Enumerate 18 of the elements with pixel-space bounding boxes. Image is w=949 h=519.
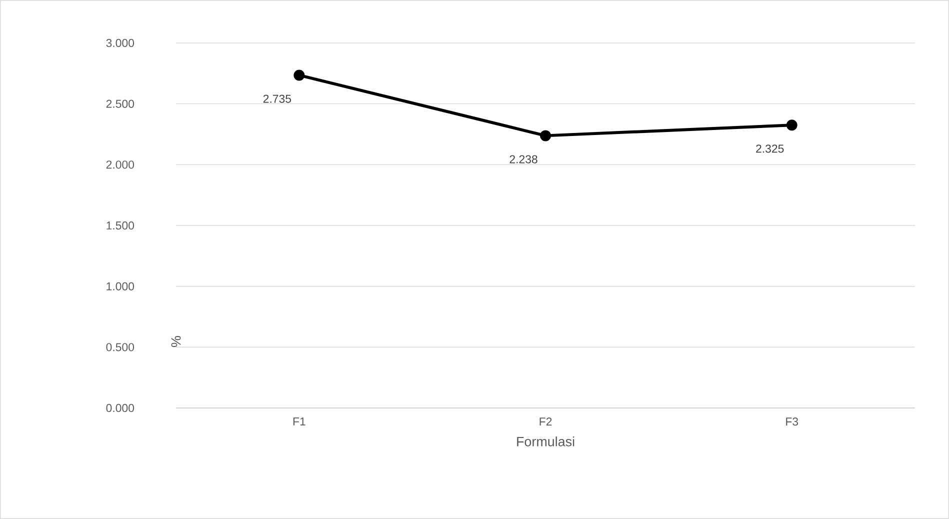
y-tick-label: 0.500	[106, 343, 134, 352]
x-tick-label: F1	[293, 418, 306, 426]
y-tick-label: 3.000	[106, 38, 134, 48]
x-axis-title: Formulasi	[517, 436, 574, 446]
y-tick-label: 1.000	[106, 282, 134, 290]
y-tick-label: 0.000	[106, 404, 134, 412]
y-tick-label: 1.500	[106, 221, 134, 230]
data-label: 2.735	[263, 94, 292, 103]
point	[294, 70, 305, 81]
point	[540, 130, 552, 142]
x-tick-label: F3	[786, 418, 798, 426]
x-tick-label: F2	[540, 418, 552, 426]
y-axis-title: %	[171, 336, 181, 347]
y-tick-label: 2.000	[106, 160, 134, 169]
data-label: 2.238	[510, 155, 538, 164]
y-tick-label: 2.500	[106, 100, 134, 108]
data-label: 2.325	[756, 144, 784, 153]
point	[786, 120, 798, 131]
